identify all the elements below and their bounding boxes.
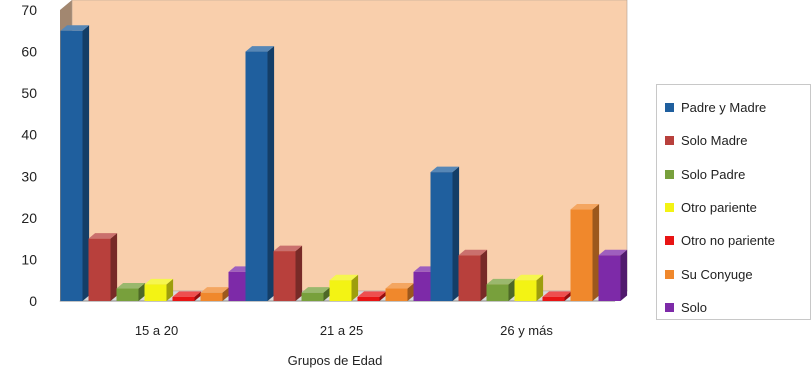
y-tick-label: 70 [21,2,37,18]
legend: Padre y Madre Solo Madre Solo Padre Otro pa… [656,84,811,320]
bar [200,287,230,301]
y-tick-label: 50 [21,85,37,101]
legend-label: Solo Padre [681,166,746,182]
x-tick-label: 21 a 25 [320,323,363,338]
y-tick-label: 40 [21,127,37,143]
bar [172,291,202,301]
bar [458,249,488,301]
y-tick-label: 0 [29,293,37,309]
legend-item: Solo Padre [665,158,810,191]
legend-swatch [665,103,674,113]
bar [116,283,146,301]
bars [60,25,628,302]
bar [430,166,460,301]
bar [88,233,118,301]
bar [385,283,415,301]
legend-label: Su Conyuge [681,266,753,282]
legend-swatch [665,302,674,312]
y-tick-label: 60 [21,44,37,60]
legend-item: Solo Madre [665,124,810,157]
y-tick-label: 30 [21,168,37,184]
legend-label: Otro no pariente [681,233,775,249]
x-tick-label: 15 a 20 [135,323,178,338]
bar [329,274,359,301]
bar [60,25,90,302]
bar [514,274,544,301]
x-axis-label: Grupos de Edad [288,353,383,368]
bar [301,287,331,301]
bar [245,46,275,302]
bar [570,204,600,301]
bar [486,278,516,301]
legend-item: Otro no pariente [665,224,810,257]
legend-swatch [665,269,674,279]
bar [598,249,628,301]
y-tick-label: 20 [21,210,37,226]
bar [144,278,174,301]
plot-area [59,0,628,302]
y-tick-label: 10 [21,251,37,267]
bar [357,291,387,301]
legend-swatch [665,169,674,179]
legend-item: Otro pariente [665,191,810,224]
legend-label: Otro pariente [681,200,757,216]
legend-label: Padre y Madre [681,100,767,116]
legend-swatch [665,203,674,213]
axis-ticks: 0 10 20 30 40 50 60 70 15 a 20 21 a 25 26 y más [21,2,553,338]
bar [542,291,572,301]
legend-swatch [665,136,674,146]
legend-swatch [665,236,674,246]
legend-item: Padre y Madre [665,91,810,124]
back-wall [71,0,628,292]
bar [273,245,303,301]
legend-item: Solo [665,291,810,324]
legend-item: Su Conyuge [665,257,810,290]
x-tick-label: 26 y más [500,323,553,338]
legend-label: Solo Madre [681,133,748,149]
legend-label: Solo [681,299,708,315]
